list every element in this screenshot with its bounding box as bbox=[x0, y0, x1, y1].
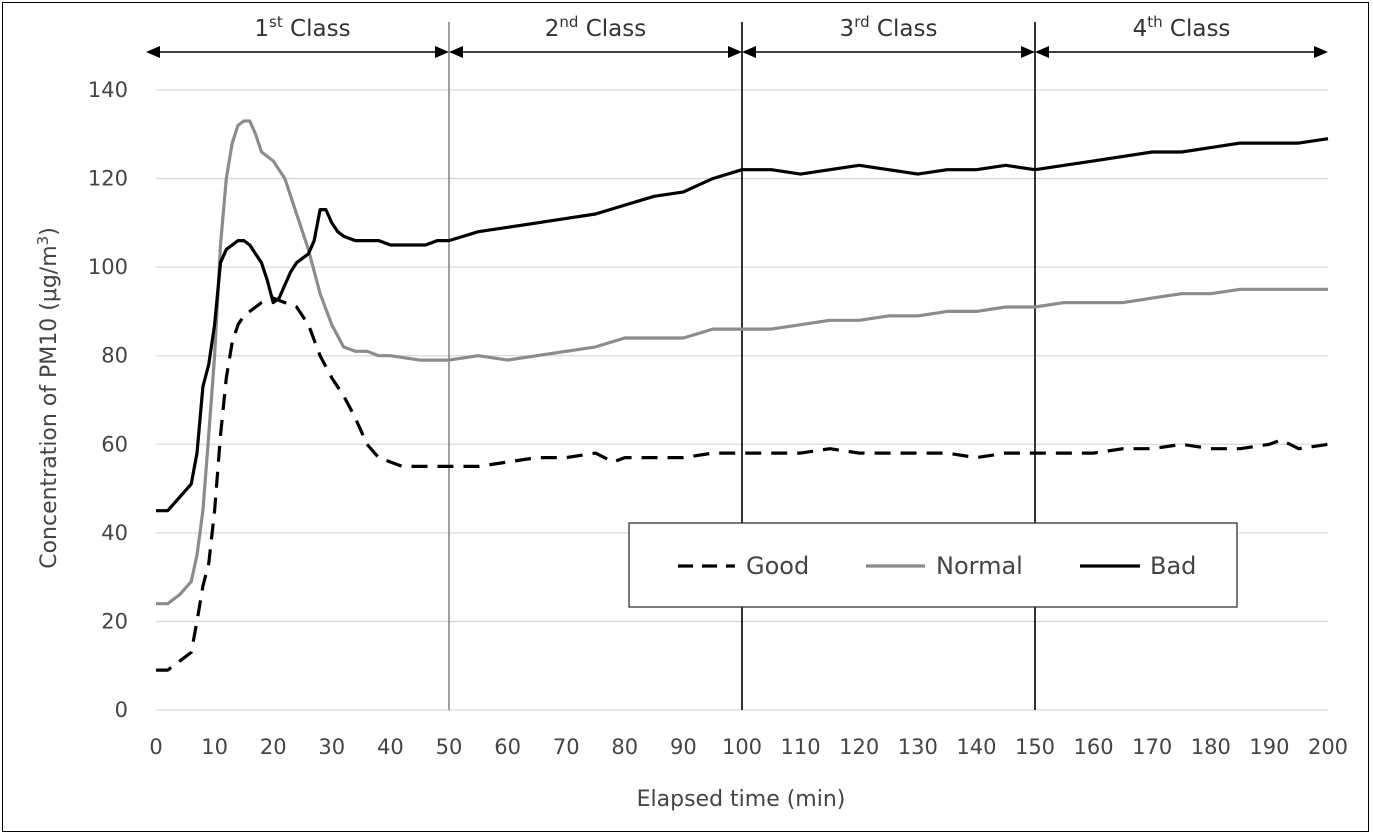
y-tick-labels: 0 20 40 60 80 100 120 140 bbox=[88, 78, 128, 722]
x-axis-title: Elapsed time (min) bbox=[637, 787, 846, 812]
x-tick-label: 40 bbox=[377, 735, 404, 759]
x-tick-label: 160 bbox=[1074, 735, 1114, 759]
x-tick-label: 200 bbox=[1308, 735, 1348, 759]
y-axis-title: Concentration of PM10 (μg/m3) bbox=[34, 227, 62, 569]
class-arrowhead-right bbox=[728, 46, 742, 58]
class-label-suffix: Class bbox=[1163, 16, 1231, 42]
class-label-ordinal: nd bbox=[559, 13, 578, 31]
series-line-normal bbox=[156, 119, 1328, 606]
class-arrowhead-left bbox=[146, 46, 160, 58]
x-tick-labels: 0 10 20 30 40 50 60 70 80 90 100 110 120 130 140 150 160… bbox=[149, 735, 1348, 759]
legend-label-normal: Normal bbox=[936, 552, 1023, 580]
class-label-ordinal: rd bbox=[854, 13, 869, 31]
series-line-bad bbox=[156, 137, 1329, 513]
y-axis-title-suffix: ) bbox=[37, 227, 62, 236]
class-label: 2nd Class bbox=[545, 13, 647, 42]
x-tick-label: 30 bbox=[318, 735, 345, 759]
class-label: 4th Class bbox=[1133, 13, 1231, 42]
x-tick-label: 20 bbox=[260, 735, 287, 759]
x-tick-label: 80 bbox=[611, 735, 638, 759]
class-arrowhead-left bbox=[449, 46, 463, 58]
x-tick-label: 150 bbox=[1015, 735, 1055, 759]
y-tick-label: 0 bbox=[115, 698, 128, 722]
y-tick-label: 60 bbox=[101, 432, 128, 456]
class-arrowhead-right bbox=[1021, 46, 1035, 58]
x-tick-label: 90 bbox=[670, 735, 697, 759]
class-label-number: 3 bbox=[840, 16, 855, 42]
x-tick-label: 130 bbox=[898, 735, 938, 759]
x-tick-label: 180 bbox=[1191, 735, 1231, 759]
legend-box bbox=[628, 522, 1238, 608]
class-label-ordinal: th bbox=[1147, 13, 1162, 31]
y-tick-label: 120 bbox=[88, 167, 128, 191]
y-axis-title-prefix: Concentration of PM10 (μg/m bbox=[37, 245, 62, 568]
y-axis-title-sup: 3 bbox=[34, 236, 52, 246]
class-label-suffix: Class bbox=[283, 16, 351, 42]
legend-label-good: Good bbox=[746, 552, 809, 580]
y-tick-label: 20 bbox=[101, 609, 128, 633]
x-tick-label: 100 bbox=[722, 735, 762, 759]
class-arrowhead-left bbox=[742, 46, 756, 58]
y-tick-label: 140 bbox=[88, 78, 128, 102]
class-label-number: 1 bbox=[254, 16, 269, 42]
x-tick-label: 70 bbox=[553, 735, 580, 759]
class-label: 1st Class bbox=[254, 13, 350, 42]
x-tick-label: 170 bbox=[1132, 735, 1172, 759]
x-tick-label: 110 bbox=[781, 735, 821, 759]
y-tick-label: 80 bbox=[101, 344, 128, 368]
x-tick-label: 60 bbox=[494, 735, 521, 759]
y-tick-label: 40 bbox=[101, 521, 128, 545]
class-arrowhead-left bbox=[1035, 46, 1049, 58]
x-tick-label: 190 bbox=[1249, 735, 1289, 759]
y-tick-label: 100 bbox=[88, 255, 128, 279]
series-lines bbox=[156, 119, 1329, 672]
x-tick-label: 50 bbox=[436, 735, 463, 759]
x-tick-label: 140 bbox=[956, 735, 996, 759]
class-label-suffix: Class bbox=[870, 16, 938, 42]
class-arrowhead-right bbox=[1314, 46, 1328, 58]
x-tick-label: 10 bbox=[201, 735, 228, 759]
x-tick-label: 0 bbox=[149, 735, 162, 759]
legend-label-bad: Bad bbox=[1150, 552, 1196, 580]
class-label: 3rd Class bbox=[840, 13, 938, 42]
x-tick-label: 120 bbox=[839, 735, 879, 759]
class-arrowhead-right bbox=[435, 46, 449, 58]
class-label-number: 2 bbox=[545, 16, 560, 42]
class-label-number: 4 bbox=[1133, 16, 1148, 42]
series-line-good bbox=[156, 296, 1329, 672]
class-label-suffix: Class bbox=[578, 16, 646, 42]
legend: Good Normal Bad bbox=[628, 522, 1238, 608]
class-label-ordinal: st bbox=[269, 13, 283, 31]
class-period-arrows: 1st Class 2nd Class 3rd Class 4th Class bbox=[146, 13, 1328, 58]
